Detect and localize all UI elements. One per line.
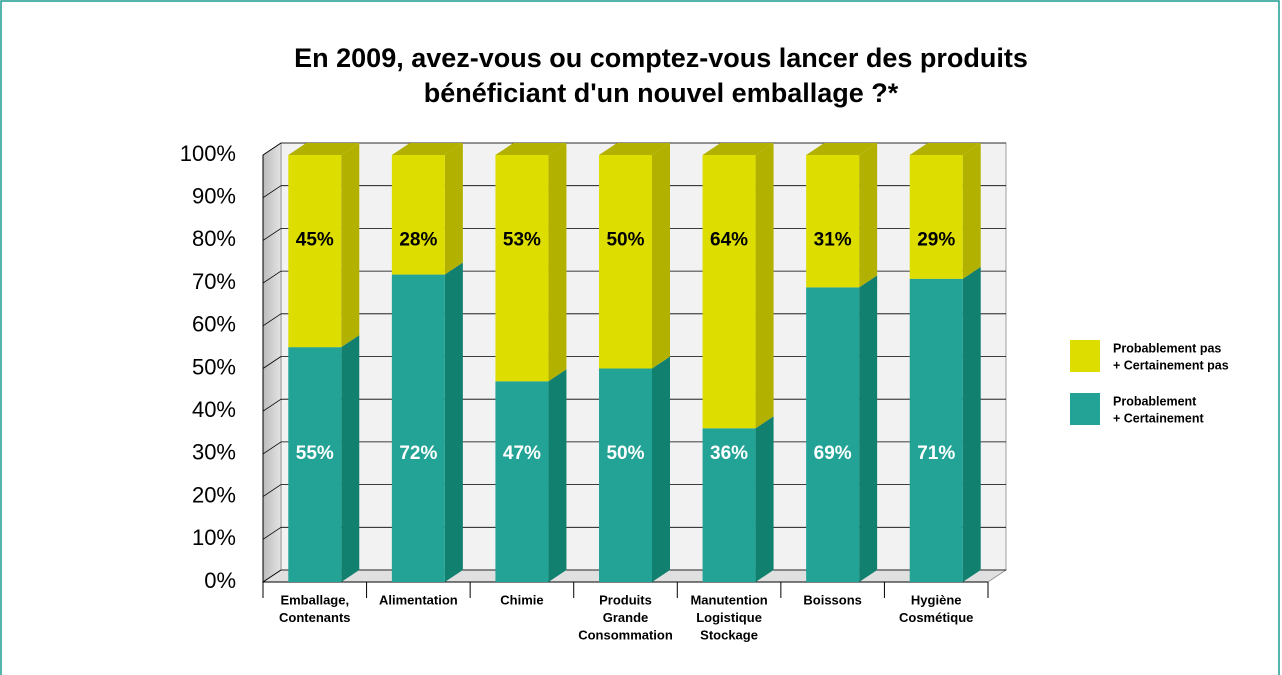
- plot: En 2009, avez-vous ou comptez-vous lance…: [180, 43, 1229, 642]
- grid-line: [262, 356, 282, 369]
- bar: [391, 155, 445, 275]
- x-tick-label: Alimentation: [379, 592, 458, 607]
- bar-side: [548, 143, 567, 382]
- bar: [806, 287, 860, 582]
- y-tick-label: 0%: [204, 568, 236, 593]
- legend-label: + Certainement: [1113, 411, 1204, 425]
- bar-top: [288, 143, 360, 155]
- legend-label: Probablement pas: [1113, 341, 1221, 355]
- grid-line: [262, 142, 282, 156]
- grid-line: [262, 270, 282, 284]
- bar-top: [702, 143, 774, 155]
- grid-line: [262, 441, 282, 455]
- chart-title: En 2009, avez-vous ou comptez-vous lance…: [294, 43, 1028, 73]
- bar: [909, 155, 963, 279]
- bar: [909, 278, 963, 582]
- y-tick-label: 30%: [192, 440, 236, 465]
- x-tick-label: Chimie: [500, 592, 543, 607]
- grid-line: [262, 228, 282, 241]
- bar-side: [755, 143, 774, 429]
- bar-side: [341, 335, 360, 582]
- y-tick-label: 50%: [192, 354, 236, 379]
- grid-line: [262, 313, 282, 327]
- x-tick-label: Consommation: [578, 627, 673, 642]
- value-label: 31%: [814, 229, 852, 250]
- x-tick-label: Manutention: [690, 592, 767, 607]
- bar: [702, 155, 756, 429]
- grid-line: [262, 484, 282, 497]
- bar-top: [599, 143, 670, 155]
- value-label: 72%: [399, 443, 437, 464]
- bar: [495, 381, 549, 582]
- bar: [599, 368, 652, 582]
- value-label: 64%: [710, 229, 748, 250]
- bar-top: [909, 143, 981, 155]
- x-tick-label: Boissons: [803, 592, 862, 607]
- chart-title: bénéficiant d'un nouvel emballage ?*: [424, 78, 899, 108]
- x-tick-label: Grande: [603, 610, 649, 625]
- value-label: 55%: [296, 443, 334, 464]
- y-tick-label: 100%: [180, 141, 236, 166]
- bar-side: [859, 275, 878, 582]
- bar: [599, 155, 652, 369]
- bar-side: [548, 369, 567, 582]
- legend-label: Probablement: [1113, 394, 1197, 408]
- value-label: 69%: [814, 443, 852, 464]
- bar-side: [962, 266, 981, 582]
- grid-line: [262, 569, 282, 583]
- grid-line: [262, 185, 282, 199]
- value-label: 29%: [917, 229, 955, 250]
- bar: [702, 428, 756, 582]
- y-tick-label: 40%: [192, 397, 236, 422]
- value-label: 50%: [606, 229, 644, 250]
- bar-side: [652, 356, 670, 582]
- bar-top: [495, 143, 567, 155]
- x-tick-label: Hygiène: [911, 592, 962, 607]
- bar: [288, 155, 342, 348]
- y-tick-label: 70%: [192, 269, 236, 294]
- bar-side: [444, 143, 463, 275]
- y-tick-label: 60%: [192, 312, 236, 337]
- y-tick-label: 10%: [192, 525, 236, 550]
- grid-line: [262, 526, 282, 540]
- bar: [806, 155, 860, 288]
- bar: [495, 155, 549, 382]
- bar-side: [962, 143, 981, 279]
- x-tick-label: Stockage: [700, 627, 758, 642]
- x-tick-label: Produits: [599, 592, 652, 607]
- y-tick-label: 90%: [192, 184, 236, 209]
- y-tick-label: 80%: [192, 226, 236, 251]
- value-label: 36%: [710, 443, 748, 464]
- bar-side: [652, 143, 670, 369]
- value-label: 50%: [606, 443, 644, 464]
- value-label: 71%: [917, 443, 955, 464]
- x-tick-label: Cosmétique: [899, 610, 973, 625]
- value-label: 28%: [399, 229, 437, 250]
- value-label: 45%: [296, 229, 334, 250]
- bar-top: [806, 143, 878, 155]
- x-tick-label: Contenants: [279, 610, 351, 625]
- bar: [391, 274, 445, 582]
- x-tick-label: Emballage,: [280, 592, 349, 607]
- bar-side: [755, 416, 774, 582]
- bar-side: [341, 143, 360, 348]
- value-label: 53%: [503, 229, 541, 250]
- grid-line: [262, 398, 282, 412]
- bar-side: [444, 262, 463, 582]
- value-label: 47%: [503, 443, 541, 464]
- bar: [288, 347, 342, 582]
- bar-side: [859, 143, 878, 288]
- legend-swatch: [1070, 340, 1100, 372]
- bar-top: [391, 143, 463, 155]
- legend-swatch: [1070, 393, 1100, 425]
- y-tick-label: 20%: [192, 482, 236, 507]
- legend-label: + Certainement pas: [1113, 358, 1229, 372]
- x-tick-label: Logistique: [696, 610, 762, 625]
